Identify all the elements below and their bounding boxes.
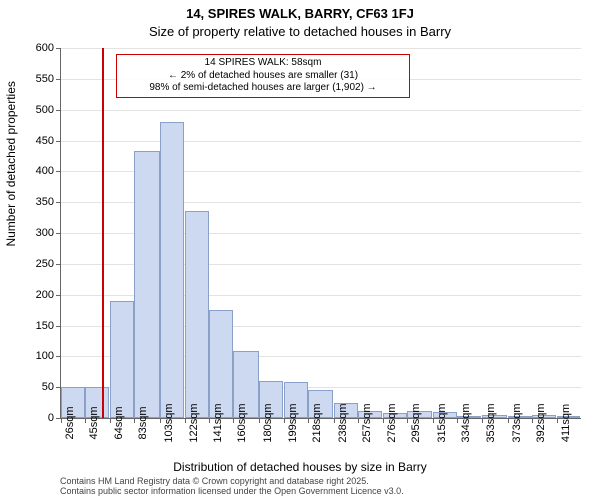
xtick-label: 392sqm	[535, 403, 547, 442]
annotation-line: 14 SPIRES WALK: 58sqm	[123, 57, 403, 70]
xtick-label: 160sqm	[236, 403, 248, 442]
xtick-mark	[134, 418, 135, 423]
ytick-mark	[56, 79, 61, 80]
xtick-label: 373sqm	[511, 403, 523, 442]
ytick-label: 250	[14, 258, 54, 270]
xtick-mark	[284, 418, 285, 423]
xtick-label: 64sqm	[113, 406, 125, 439]
ytick-label: 200	[14, 289, 54, 301]
ytick-label: 0	[14, 412, 54, 424]
ytick-label: 500	[14, 104, 54, 116]
x-axis-label: Distribution of detached houses by size …	[0, 460, 600, 474]
chart-title-line2: Size of property relative to detached ho…	[0, 24, 600, 39]
xtick-label: 83sqm	[137, 406, 149, 439]
ytick-label: 300	[14, 227, 54, 239]
annotation-box: 14 SPIRES WALK: 58sqm← 2% of detached ho…	[116, 54, 410, 98]
histogram-bar	[185, 211, 209, 418]
xtick-label: 238sqm	[337, 403, 349, 442]
reference-line	[102, 48, 104, 418]
xtick-mark	[433, 418, 434, 423]
xtick-label: 353sqm	[485, 403, 497, 442]
xtick-label: 141sqm	[212, 403, 224, 442]
gridline	[61, 141, 581, 142]
ytick-mark	[56, 326, 61, 327]
xtick-label: 122sqm	[188, 403, 200, 442]
ytick-mark	[56, 141, 61, 142]
ytick-label: 600	[14, 42, 54, 54]
xtick-label: 103sqm	[163, 403, 175, 442]
ytick-mark	[56, 110, 61, 111]
xtick-mark	[407, 418, 408, 423]
gridline	[61, 48, 581, 49]
xtick-label: 45sqm	[88, 406, 100, 439]
xtick-mark	[85, 418, 86, 423]
xtick-label: 199sqm	[287, 403, 299, 442]
xtick-mark	[508, 418, 509, 423]
xtick-mark	[209, 418, 210, 423]
xtick-mark	[482, 418, 483, 423]
gridline	[61, 110, 581, 111]
xtick-mark	[532, 418, 533, 423]
footer-line1: Contains HM Land Registry data © Crown c…	[60, 476, 404, 486]
xtick-mark	[358, 418, 359, 423]
ytick-mark	[56, 171, 61, 172]
ytick-mark	[56, 356, 61, 357]
xtick-label: 26sqm	[64, 406, 76, 439]
xtick-mark	[61, 418, 62, 423]
xtick-label: 411sqm	[560, 404, 572, 442]
chart-title-line1: 14, SPIRES WALK, BARRY, CF63 1FJ	[0, 6, 600, 21]
annotation-line: 98% of semi-detached houses are larger (…	[123, 82, 403, 95]
ytick-mark	[56, 202, 61, 203]
xtick-mark	[383, 418, 384, 423]
ytick-label: 350	[14, 196, 54, 208]
xtick-label: 315sqm	[436, 403, 448, 442]
ytick-mark	[56, 233, 61, 234]
xtick-mark	[233, 418, 234, 423]
xtick-label: 257sqm	[361, 403, 373, 442]
ytick-label: 450	[14, 135, 54, 147]
ytick-mark	[56, 48, 61, 49]
chart-container: 14, SPIRES WALK, BARRY, CF63 1FJ Size of…	[0, 0, 600, 500]
xtick-label: 276sqm	[386, 403, 398, 442]
xtick-mark	[308, 418, 309, 423]
ytick-label: 400	[14, 165, 54, 177]
ytick-mark	[56, 264, 61, 265]
ytick-mark	[56, 295, 61, 296]
histogram-bar	[110, 301, 134, 418]
xtick-mark	[457, 418, 458, 423]
ytick-label: 550	[14, 73, 54, 85]
ytick-label: 100	[14, 350, 54, 362]
ytick-label: 50	[14, 381, 54, 393]
histogram-bar	[160, 122, 184, 418]
xtick-label: 180sqm	[262, 403, 274, 442]
xtick-mark	[334, 418, 335, 423]
xtick-mark	[259, 418, 260, 423]
attribution-footer: Contains HM Land Registry data © Crown c…	[60, 476, 404, 497]
xtick-label: 295sqm	[410, 403, 422, 442]
xtick-mark	[160, 418, 161, 423]
xtick-label: 334sqm	[460, 403, 472, 442]
xtick-mark	[110, 418, 111, 423]
xtick-mark	[185, 418, 186, 423]
xtick-label: 218sqm	[311, 403, 323, 442]
histogram-bar	[209, 310, 233, 418]
xtick-mark	[557, 418, 558, 423]
footer-line2: Contains public sector information licen…	[60, 486, 404, 496]
plot-area: 14 SPIRES WALK: 58sqm← 2% of detached ho…	[60, 48, 581, 419]
ytick-label: 150	[14, 320, 54, 332]
annotation-line: ← 2% of detached houses are smaller (31)	[123, 70, 403, 83]
histogram-bar	[134, 151, 159, 418]
